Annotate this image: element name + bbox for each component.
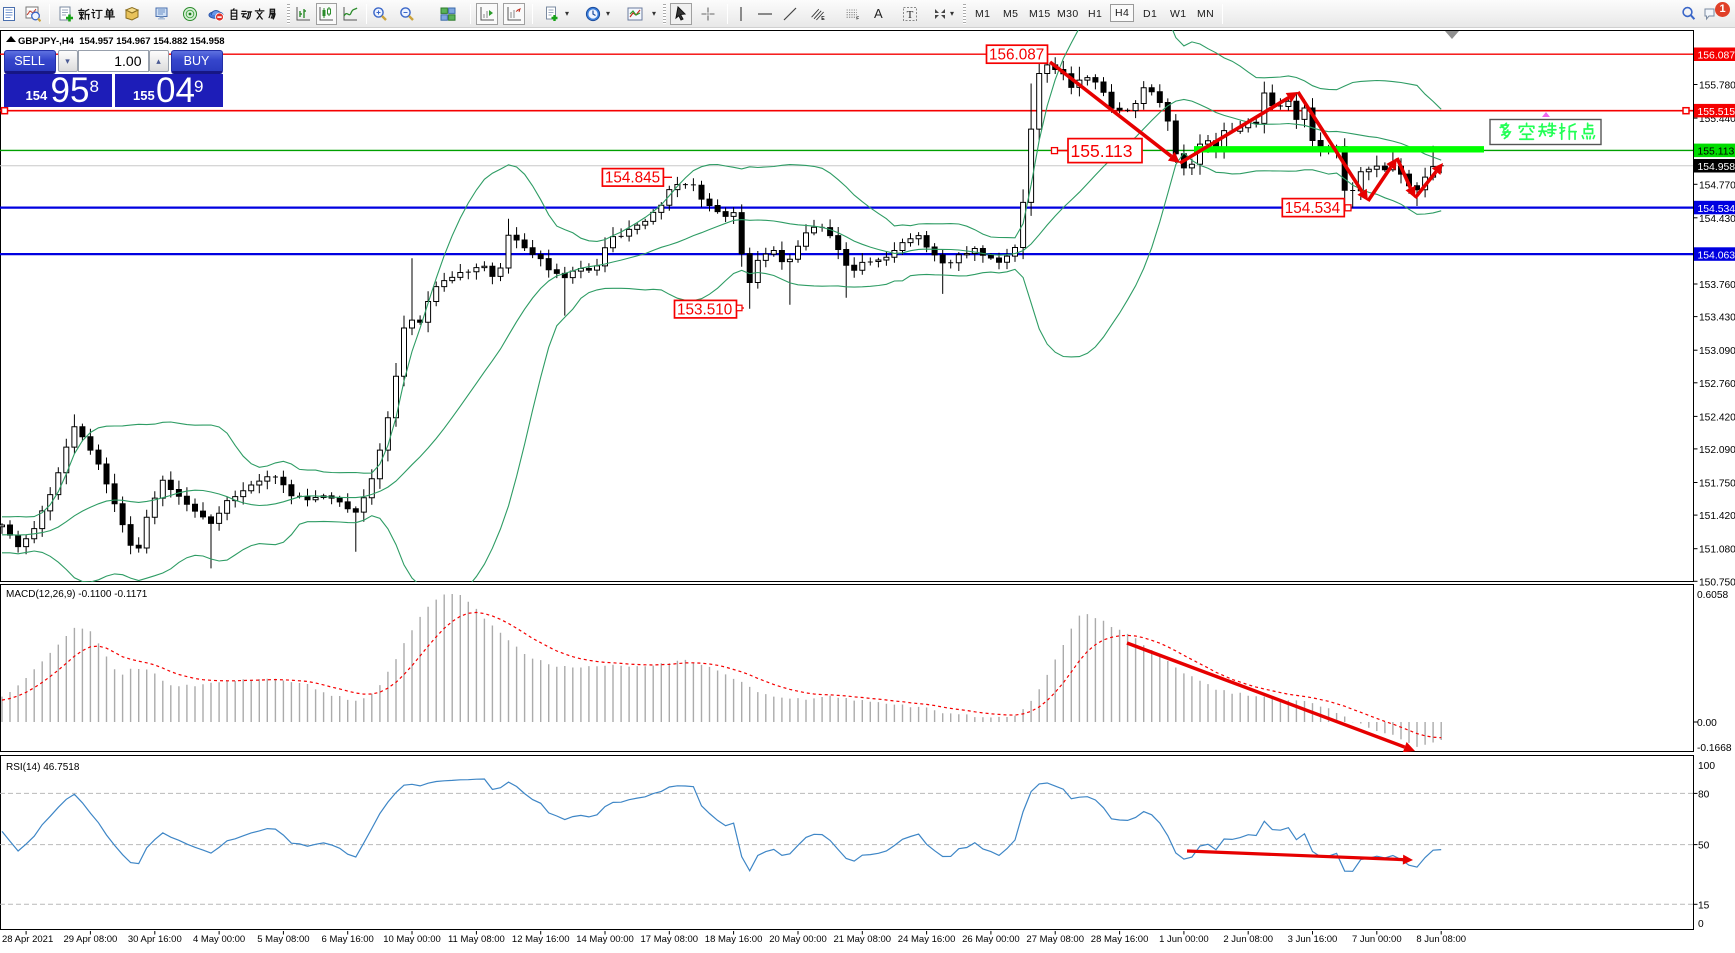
svg-text:-0.1668: -0.1668 [1697, 743, 1732, 754]
svg-text:6 May 16:00: 6 May 16:00 [322, 934, 374, 945]
svg-text:30 Apr 16:00: 30 Apr 16:00 [128, 934, 182, 945]
svg-text:MACD(12,26,9) -0.1100 -0.1171: MACD(12,26,9) -0.1100 -0.1171 [6, 589, 148, 600]
svg-text:153.090: 153.090 [1699, 346, 1735, 357]
svg-text:50: 50 [1698, 841, 1710, 852]
svg-text:156.087: 156.087 [989, 47, 1044, 64]
svg-text:154.770: 154.770 [1699, 180, 1735, 191]
svg-text:100: 100 [1698, 761, 1715, 772]
svg-text:7 Jun 00:00: 7 Jun 00:00 [1352, 934, 1402, 945]
svg-text:21 May 08:00: 21 May 08:00 [834, 934, 892, 945]
svg-text:18 May 16:00: 18 May 16:00 [705, 934, 763, 945]
svg-text:153.760: 153.760 [1699, 280, 1735, 291]
svg-text:151.420: 151.420 [1699, 511, 1735, 522]
svg-text:153.510: 153.510 [677, 302, 732, 319]
svg-text:1 Jun 00:00: 1 Jun 00:00 [1159, 934, 1209, 945]
svg-text:24 May 16:00: 24 May 16:00 [898, 934, 956, 945]
svg-text:11 May 08:00: 11 May 08:00 [448, 934, 505, 945]
svg-text:154.063: 154.063 [1698, 250, 1735, 261]
svg-text:155.780: 155.780 [1699, 81, 1735, 92]
svg-text:151.750: 151.750 [1699, 479, 1735, 490]
svg-text:26 May 00:00: 26 May 00:00 [962, 934, 1020, 945]
svg-text:29 Apr 08:00: 29 Apr 08:00 [63, 934, 117, 945]
svg-text:154.958: 154.958 [1698, 162, 1735, 173]
svg-text:28 Apr 2021: 28 Apr 2021 [2, 934, 53, 945]
svg-text:154.430: 154.430 [1699, 214, 1735, 225]
svg-text:5 May 08:00: 5 May 08:00 [257, 934, 309, 945]
svg-text:0.00: 0.00 [1697, 718, 1717, 729]
svg-text:156.087: 156.087 [1698, 50, 1735, 61]
svg-text:154.845: 154.845 [605, 170, 660, 187]
svg-text:152.760: 152.760 [1699, 379, 1735, 390]
svg-text:150.750: 150.750 [1699, 577, 1735, 588]
svg-text:GBPJPY-,H4 154.957 154.967 15: GBPJPY-,H4 154.957 154.967 154.882 154.9… [18, 36, 225, 47]
svg-text:0: 0 [1698, 919, 1704, 930]
svg-text:155.113: 155.113 [1071, 141, 1133, 161]
svg-text:152.420: 152.420 [1699, 412, 1735, 423]
svg-text:F: F [856, 16, 859, 22]
svg-text:151.080: 151.080 [1699, 545, 1735, 556]
svg-text:154.534: 154.534 [1285, 200, 1341, 217]
svg-text:0.6058: 0.6058 [1697, 590, 1728, 601]
svg-text:10 May 00:00: 10 May 00:00 [383, 934, 441, 945]
svg-text:80: 80 [1698, 789, 1710, 800]
svg-text:27 May 08:00: 27 May 08:00 [1026, 934, 1084, 945]
svg-text:8 Jun 08:00: 8 Jun 08:00 [1416, 934, 1466, 945]
svg-text:T: T [907, 9, 914, 21]
svg-text:RSI(14) 46.7518: RSI(14) 46.7518 [6, 762, 80, 773]
svg-text:4 May 00:00: 4 May 00:00 [193, 934, 245, 945]
svg-text:3 Jun 16:00: 3 Jun 16:00 [1288, 934, 1338, 945]
svg-text:E: E [821, 16, 825, 22]
svg-text:152.090: 152.090 [1699, 445, 1735, 456]
svg-text:153.430: 153.430 [1699, 313, 1735, 324]
svg-text:12 May 16:00: 12 May 16:00 [512, 934, 570, 945]
svg-text:20 May 00:00: 20 May 00:00 [769, 934, 827, 945]
svg-text:14 May 00:00: 14 May 00:00 [576, 934, 634, 945]
svg-text:155.113: 155.113 [1698, 147, 1735, 158]
svg-text:2 Jun 08:00: 2 Jun 08:00 [1223, 934, 1273, 945]
svg-text:28 May 16:00: 28 May 16:00 [1091, 934, 1149, 945]
svg-text:154.534: 154.534 [1698, 204, 1735, 215]
svg-text:15: 15 [1698, 900, 1710, 911]
svg-text:155.515: 155.515 [1698, 107, 1735, 118]
svg-text:17 May 08:00: 17 May 08:00 [641, 934, 699, 945]
